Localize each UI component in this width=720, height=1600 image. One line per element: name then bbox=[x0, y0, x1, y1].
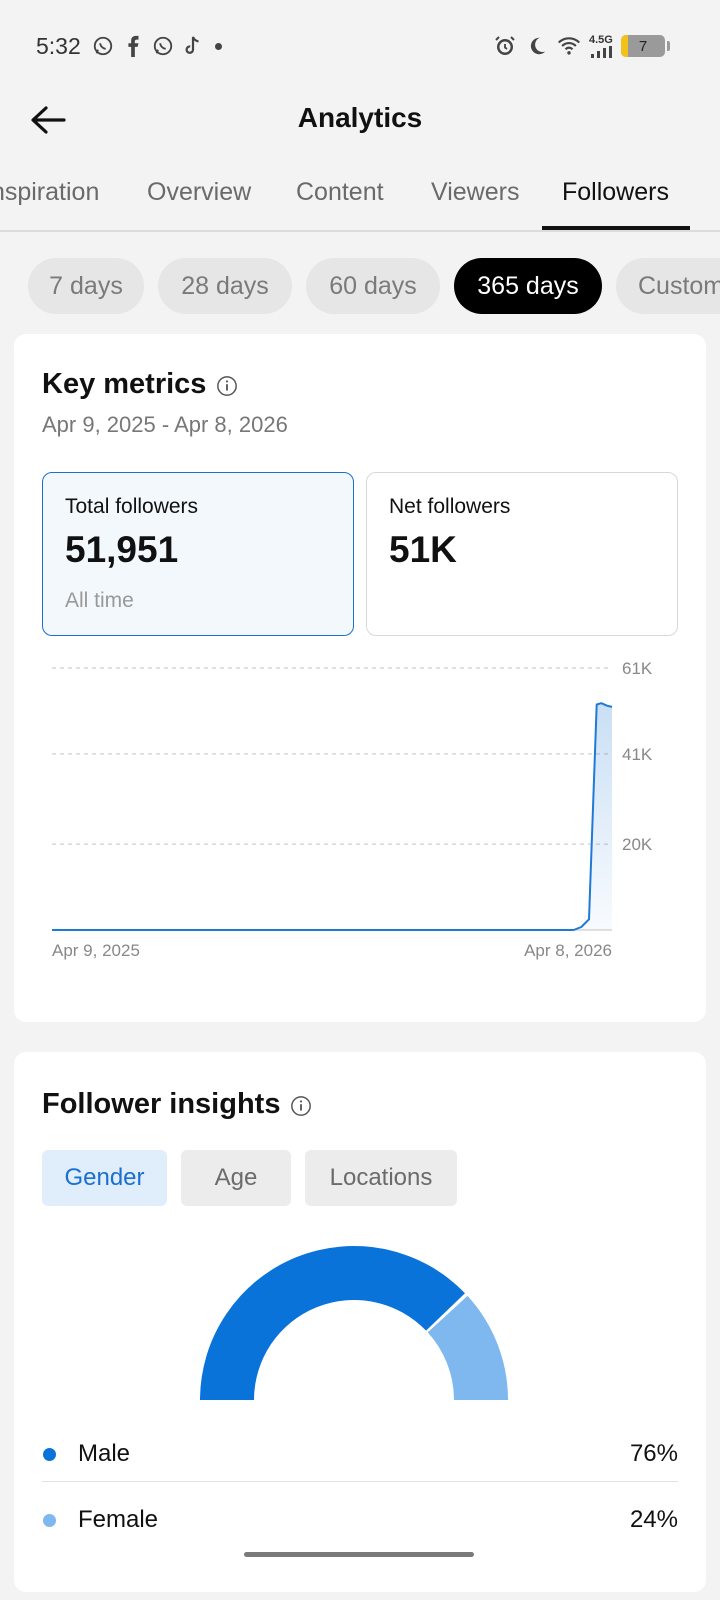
battery-icon: 7 bbox=[621, 35, 665, 57]
whatsapp-icon bbox=[151, 34, 175, 58]
net-followers-label: Net followers bbox=[389, 495, 511, 518]
followers-chart: 20K 41K 61K Apr 9, 2025 Apr 8, 2026 bbox=[14, 654, 706, 984]
status-right: 4.5G 7 bbox=[493, 34, 670, 58]
total-followers-label: Total followers bbox=[65, 495, 199, 518]
wifi-icon bbox=[557, 34, 581, 58]
status-left: 5:32 bbox=[36, 33, 222, 60]
female-percentage: 24% bbox=[629, 1506, 678, 1533]
donut-segment-male[interactable] bbox=[200, 1246, 465, 1400]
alarm-icon bbox=[493, 34, 517, 58]
key-metrics-card: Key metrics Apr 9, 2025 - Apr 8, 2026 To… bbox=[14, 334, 706, 1022]
tab-viewers[interactable]: Viewers bbox=[431, 178, 520, 206]
tab-inspiration[interactable]: Inspiration bbox=[0, 178, 100, 206]
male-label: Male bbox=[78, 1440, 131, 1467]
network-type: 4.5G bbox=[589, 33, 613, 46]
home-indicator[interactable] bbox=[244, 1552, 474, 1557]
range-custom[interactable]: Custom bbox=[616, 258, 720, 314]
legend-row-male: Male 76% bbox=[42, 1416, 678, 1492]
legend-row-female: Female 24% bbox=[42, 1482, 678, 1558]
segment-locations[interactable]: Locations bbox=[305, 1150, 457, 1206]
gender-donut-chart bbox=[14, 1242, 706, 1422]
follower-insights-title: Follower insights bbox=[42, 1088, 281, 1120]
follower-insights-card: Follower insights Gender Age Locations M… bbox=[14, 1052, 706, 1592]
facebook-icon bbox=[121, 34, 145, 58]
range-365-days[interactable]: 365 days bbox=[454, 258, 602, 314]
tab-overview[interactable]: Overview bbox=[147, 178, 252, 206]
male-percentage: 76% bbox=[629, 1440, 678, 1467]
status-time: 5:32 bbox=[36, 32, 81, 59]
followers-line bbox=[52, 702, 613, 931]
range-28-days[interactable]: 28 days bbox=[158, 258, 292, 314]
net-followers-value: 51K bbox=[389, 529, 457, 570]
info-icon[interactable] bbox=[216, 374, 238, 396]
active-tab-indicator bbox=[542, 226, 690, 230]
arrow-left-icon bbox=[31, 106, 66, 134]
back-button[interactable] bbox=[26, 98, 70, 142]
y-tick-label: 61K bbox=[622, 659, 653, 678]
tab-content[interactable]: Content bbox=[296, 178, 384, 206]
female-legend-dot bbox=[43, 1513, 56, 1527]
header: Analytics bbox=[0, 92, 720, 148]
battery-level: 7 bbox=[638, 37, 648, 55]
more-notifications-icon bbox=[214, 42, 222, 50]
net-followers-card[interactable]: Net followers 51K bbox=[366, 472, 678, 636]
total-followers-value: 51,951 bbox=[65, 529, 179, 570]
cellular-signal: 4.5G bbox=[589, 33, 613, 58]
segment-gender[interactable]: Gender bbox=[42, 1150, 167, 1206]
legend-divider bbox=[42, 1481, 678, 1482]
gender-donut-svg bbox=[200, 1246, 508, 1400]
y-tick-label: 41K bbox=[622, 745, 653, 764]
x-tick-label-end: Apr 8, 2026 bbox=[524, 941, 612, 960]
date-range-text: Apr 9, 2025 - Apr 8, 2026 bbox=[42, 412, 288, 437]
analytics-tabs: Inspiration Overview Content Viewers Fol… bbox=[0, 168, 720, 232]
page-title: Analytics bbox=[297, 102, 423, 133]
tiktok-icon bbox=[181, 34, 205, 58]
whatsapp-icon bbox=[91, 34, 115, 58]
y-tick-label: 20K bbox=[622, 835, 653, 854]
key-metrics-title: Key metrics bbox=[42, 368, 207, 400]
male-legend-dot bbox=[43, 1447, 56, 1461]
followers-area bbox=[52, 703, 612, 930]
x-tick-label-start: Apr 9, 2025 bbox=[52, 941, 140, 960]
battery-tip bbox=[667, 41, 670, 51]
key-metrics-heading: Key metrics bbox=[42, 368, 238, 401]
range-60-days[interactable]: 60 days bbox=[306, 258, 440, 314]
tab-followers[interactable]: Followers bbox=[562, 178, 669, 206]
date-range-selector: 7 days 28 days 60 days 365 days Custom bbox=[0, 258, 720, 314]
follower-insights-heading: Follower insights bbox=[42, 1088, 312, 1121]
info-icon[interactable] bbox=[290, 1094, 312, 1116]
status-bar: 5:32 4.5G 7 bbox=[0, 0, 720, 92]
followers-chart-svg: 20K 41K 61K Apr 9, 2025 Apr 8, 2026 bbox=[52, 659, 653, 960]
signal-bars-icon bbox=[591, 45, 612, 58]
female-label: Female bbox=[78, 1506, 159, 1533]
total-followers-card[interactable]: Total followers 51,951 All time bbox=[42, 472, 354, 636]
total-followers-sub: All time bbox=[65, 589, 134, 612]
do-not-disturb-icon bbox=[525, 34, 549, 58]
segment-age[interactable]: Age bbox=[181, 1150, 291, 1206]
range-7-days[interactable]: 7 days bbox=[28, 258, 144, 314]
donut-segment-female[interactable] bbox=[427, 1295, 508, 1400]
